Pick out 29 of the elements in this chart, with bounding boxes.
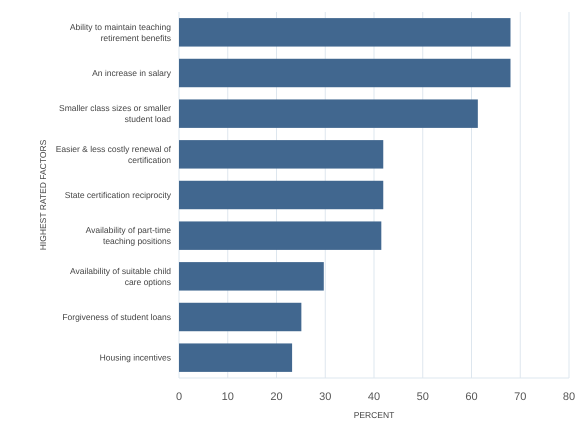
y-tick-label: Availability of part-time teaching positions [86, 225, 172, 246]
bar [179, 180, 384, 210]
bar [179, 262, 324, 291]
y-tick-label: Easier & less costly renewal of certification [56, 144, 172, 165]
y-tick-label: Housing incentives [100, 352, 171, 363]
x-axis-title: PERCENT [354, 410, 394, 420]
y-tick-label: An increase in salary [92, 68, 172, 78]
x-tick-label: 20 [270, 391, 283, 403]
bar [179, 343, 292, 372]
x-tick-label: 70 [514, 391, 526, 403]
x-tick-label: 10 [222, 391, 234, 403]
bar [179, 18, 510, 47]
x-tick-label: 30 [319, 391, 332, 403]
y-tick-label: Ability to maintain teaching retirement benefits [70, 22, 172, 43]
x-tick-label: 40 [368, 391, 380, 403]
x-tick-label: 80 [562, 391, 576, 403]
bar [179, 140, 384, 169]
x-tick-label: 0 [176, 391, 182, 403]
x-tick-label: 50 [416, 391, 429, 403]
bar [179, 99, 478, 128]
y-tick-label: Availability of suitable child care options [70, 266, 172, 287]
bar [179, 58, 510, 88]
y-tick-label: Forgiveness of student loans [62, 312, 171, 322]
bar [179, 302, 302, 332]
y-axis-title: HIGHEST RATED FACTORS [38, 139, 48, 250]
y-tick-label: State certification reciprocity [64, 190, 172, 200]
y-tick-label: Smaller class sizes or smaller student load [59, 103, 172, 124]
x-tick-label: 60 [465, 391, 478, 403]
bar [179, 221, 382, 250]
